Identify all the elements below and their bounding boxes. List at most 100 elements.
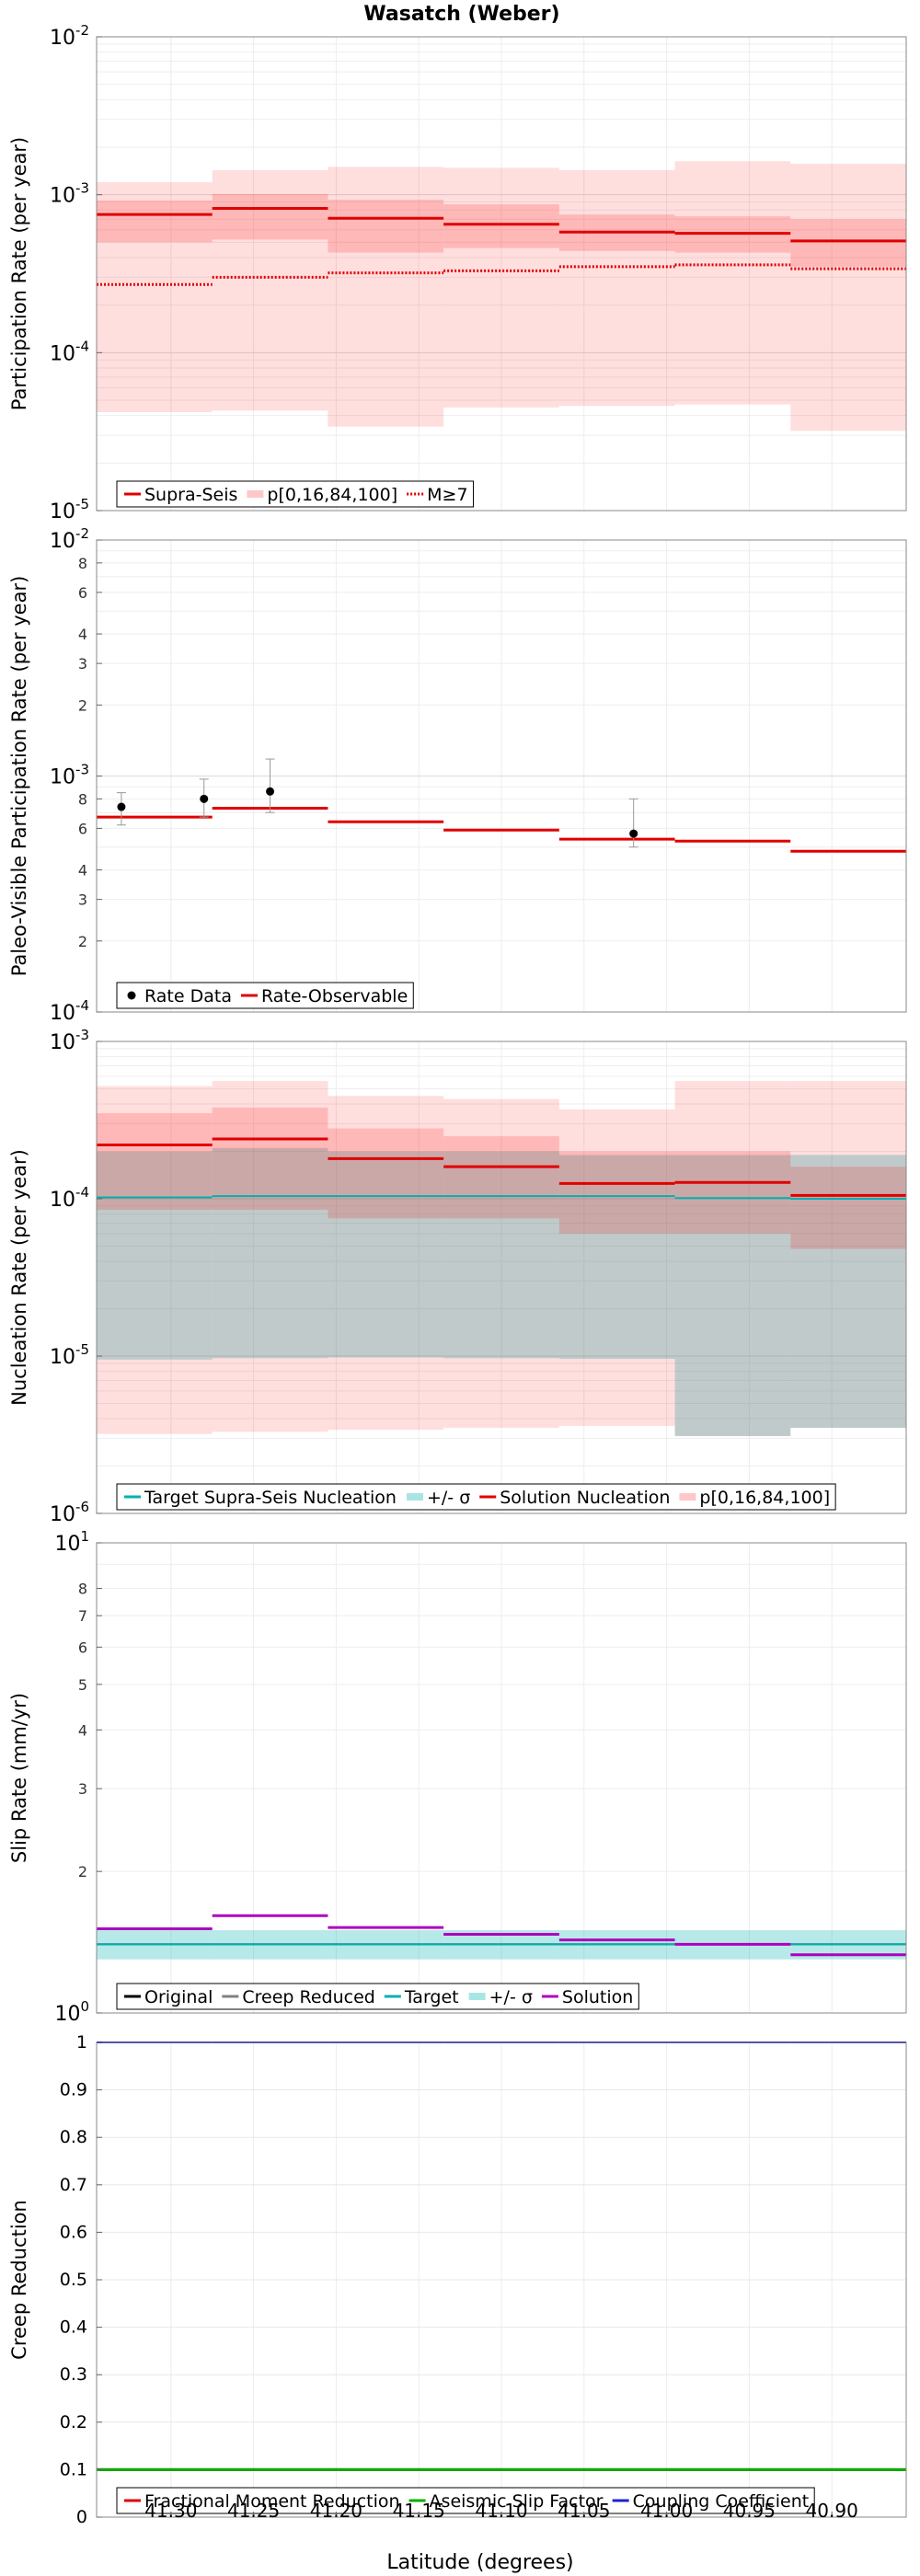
y-tick-label: 2 [78, 1863, 87, 1880]
y-axis-label: Creep Reduction [8, 2200, 30, 2360]
y-tick-label: 10-2 [50, 525, 89, 553]
y-tick-label: 3 [78, 891, 87, 909]
y-tick-label: 1 [76, 2032, 87, 2053]
legend-item: Solution Nucleation [479, 1488, 670, 1508]
y-tick-label: 0.3 [60, 2364, 87, 2385]
y-tick-label: 10-3 [50, 180, 89, 208]
y-tick-label: 0.1 [60, 2459, 87, 2479]
y-ticks: 0 0.1 0.2 0.3 0.4 0.5 0.6 0.7 0.8 0.9 1 [60, 2032, 102, 2527]
percentile-outer [443, 1098, 559, 1428]
y-tick-label: 0.5 [60, 2270, 87, 2290]
percentile-band [97, 161, 906, 431]
y-tick-label: 0.8 [60, 2127, 87, 2147]
percentile-outer [328, 167, 444, 427]
legend-item: Target Supra-Seis Nucleation [124, 1488, 397, 1508]
legend-item: Supra-Seis [124, 485, 237, 505]
sigma-band-segment [328, 1151, 444, 1358]
y-tick-label: 8 [78, 790, 87, 808]
rate-data-point [266, 787, 275, 796]
legend-label: M≥7 [427, 485, 467, 505]
legend-label: Solution Nucleation [500, 1488, 670, 1508]
percentile-inner [212, 193, 328, 240]
y-tick-label: 4 [78, 626, 87, 643]
legend-label: Creep Reduced [242, 1987, 374, 2007]
y-tick-label: 10-6 [50, 1499, 89, 1526]
x-axis-label: Latitude (degrees) [386, 2551, 573, 2574]
legend-item: p[0,16,84,100] [679, 1488, 830, 1508]
sigma-band-segment [674, 1155, 791, 1436]
plot-frame [96, 1041, 907, 1514]
legend-item: +/- σ [406, 1488, 470, 1508]
legend-item: Rate-Observable [240, 986, 408, 1006]
legend-item: Target [384, 1987, 459, 2007]
y-tick-label: 0.7 [60, 2175, 87, 2195]
y-tick-label: 0 [76, 2507, 87, 2527]
legend: Original Creep Reduced Target +/- σ Solution [116, 1983, 639, 2010]
rate-data-series [116, 758, 638, 848]
percentile-outer [328, 1096, 444, 1431]
percentile-inner [790, 1167, 906, 1249]
percentile-outer [790, 1081, 906, 1428]
rate-data-point [629, 829, 638, 838]
legend-label: Target Supra-Seis Nucleation [144, 1488, 397, 1508]
solution-nucleation-series [97, 1137, 906, 1197]
legend-box [116, 480, 475, 508]
legend-item: Original [124, 1987, 213, 2007]
rate-data-point [117, 802, 126, 811]
legend-item: Creep Reduced [222, 1987, 375, 2007]
legend-label: Rate Data [144, 986, 232, 1006]
y-tick-label: 6 [78, 584, 87, 602]
y-tick-label: 0.6 [60, 2222, 87, 2242]
legend-label: Aseismic Slip Factor [430, 2491, 604, 2512]
percentile-inner [212, 1107, 328, 1211]
sigma-band-segment [790, 1155, 906, 1428]
y-tick-label: 3 [78, 655, 87, 673]
percentile-inner [97, 200, 213, 243]
x-tick-label: 41.10 [475, 2500, 527, 2522]
legend-label: +/- σ [427, 1488, 470, 1508]
y-tick-label: 4 [78, 862, 87, 880]
percentile-inner [328, 200, 444, 253]
y-tick-label: 3 [78, 1780, 87, 1798]
y-tick-label: 2 [78, 933, 87, 950]
y-tick-label: 10-5 [50, 496, 89, 523]
legend-label: Supra-Seis [144, 485, 237, 505]
legend-label: Rate-Observable [261, 986, 408, 1006]
percentile-outer [558, 1109, 675, 1426]
y-tick-label: 8 [78, 555, 87, 572]
x-tick-label: 41.20 [310, 2500, 362, 2522]
percentile-outer [790, 164, 906, 431]
x-tick-label: 41.25 [227, 2500, 280, 2522]
y-tick-label: 6 [78, 820, 87, 837]
grid [97, 1041, 906, 1514]
percentile-inner [97, 1112, 213, 1211]
plot-frame [96, 1542, 907, 2014]
x-tick-label: 41.30 [144, 2500, 197, 2522]
percentile-inner [790, 219, 906, 267]
y-tick-label: 0.9 [60, 2080, 87, 2100]
percentile-inner [443, 1135, 559, 1219]
legend: Rate Data Rate-Observable [116, 982, 414, 1009]
legend-label: Fractional Moment Reduction [144, 2491, 400, 2512]
y-tick-label: 8 [78, 1581, 87, 1598]
y-axis-label: Slip Rate (mm/yr) [8, 1693, 30, 1863]
supra-seis-series [97, 206, 906, 243]
x-tick-label: 41.05 [558, 2500, 610, 2522]
y-tick-label: 101 [54, 1528, 89, 1556]
y-axis-label: Participation Rate (per year) [8, 137, 30, 410]
legend-label: Coupling Coefficient [633, 2491, 810, 2512]
panel-slip: 100 2 3 4 5 6 7 8 101 Slip Rate (mm/yr) Original Cr… [8, 1528, 907, 2026]
target-nucleation-series [97, 1195, 906, 1200]
legend-box [116, 2487, 815, 2514]
panel-nucleation: 10-6 10-5 10-4 10-3 Nucleation Rate (per yea… [8, 1027, 907, 1526]
panel-participation: 10-5 10-4 10-3 10-2 Participation Rate (per … [8, 22, 907, 523]
y-tick-label: 10-4 [50, 1184, 89, 1212]
percentile-outer [558, 170, 675, 407]
percentile-outer [97, 182, 213, 413]
m7-series [97, 263, 906, 286]
percentile-band [97, 1081, 906, 1436]
percentile-outer [674, 1081, 791, 1436]
legend-label: Original [144, 1987, 213, 2007]
percentile-inner [443, 204, 559, 248]
